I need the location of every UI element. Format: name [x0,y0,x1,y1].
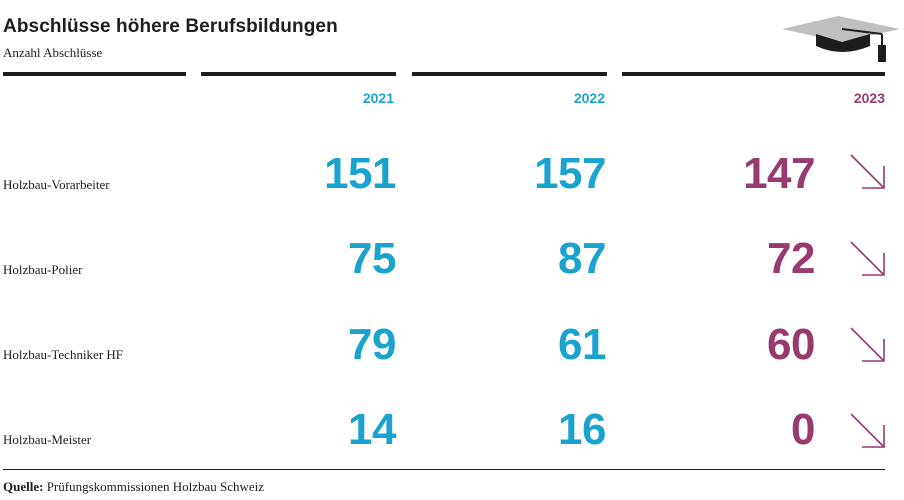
value-cell-2021: 79 [348,320,396,369]
chart-subtitle: Anzahl Abschlüsse [3,45,103,60]
value-cell-2023: 60 [767,320,815,369]
header-rule-2021 [201,72,396,76]
value-cell-2023: 72 [767,234,815,283]
source-label: Quelle: [3,479,44,494]
row-label: Holzbau-Meister [3,432,92,447]
value-cell-2021: 151 [324,149,396,198]
value-cell-2021: 75 [348,234,396,283]
trend-down-arrow-icon [850,413,885,448]
source-note: Quelle: Prüfungskommissionen Holzbau Sch… [3,479,264,495]
value-cell-2022: 157 [534,149,606,198]
value-cell-2023: 0 [791,405,815,454]
row-label: Holzbau-Polier [3,262,83,277]
value-cell-2022: 61 [558,320,606,369]
column-header-2023: 2023 [853,90,885,106]
row-label: Holzbau-Vorarbeiter [3,177,110,192]
row-label: Holzbau-Techniker HF [3,347,124,362]
value-cell-2021: 14 [348,405,396,454]
column-header-2022: 2022 [573,90,605,106]
footer-rule [3,469,885,470]
trend-down-arrow-icon [850,327,885,362]
graduation-cap-icon [782,16,900,62]
header-rule-labels [3,72,186,76]
source-text: Prüfungskommissionen Holzbau Schweiz [46,479,265,494]
header-rule-2023 [622,72,885,76]
column-header-2021: 2021 [362,90,394,106]
value-cell-2022: 16 [558,405,606,454]
chart-title: Abschlüsse höhere Berufsbildungen [3,16,338,37]
header-rule-2022 [412,72,607,76]
trend-down-arrow-icon [850,154,885,189]
value-cell-2023: 147 [743,149,815,198]
trend-down-arrow-icon [850,241,885,276]
value-cell-2022: 87 [558,234,606,283]
